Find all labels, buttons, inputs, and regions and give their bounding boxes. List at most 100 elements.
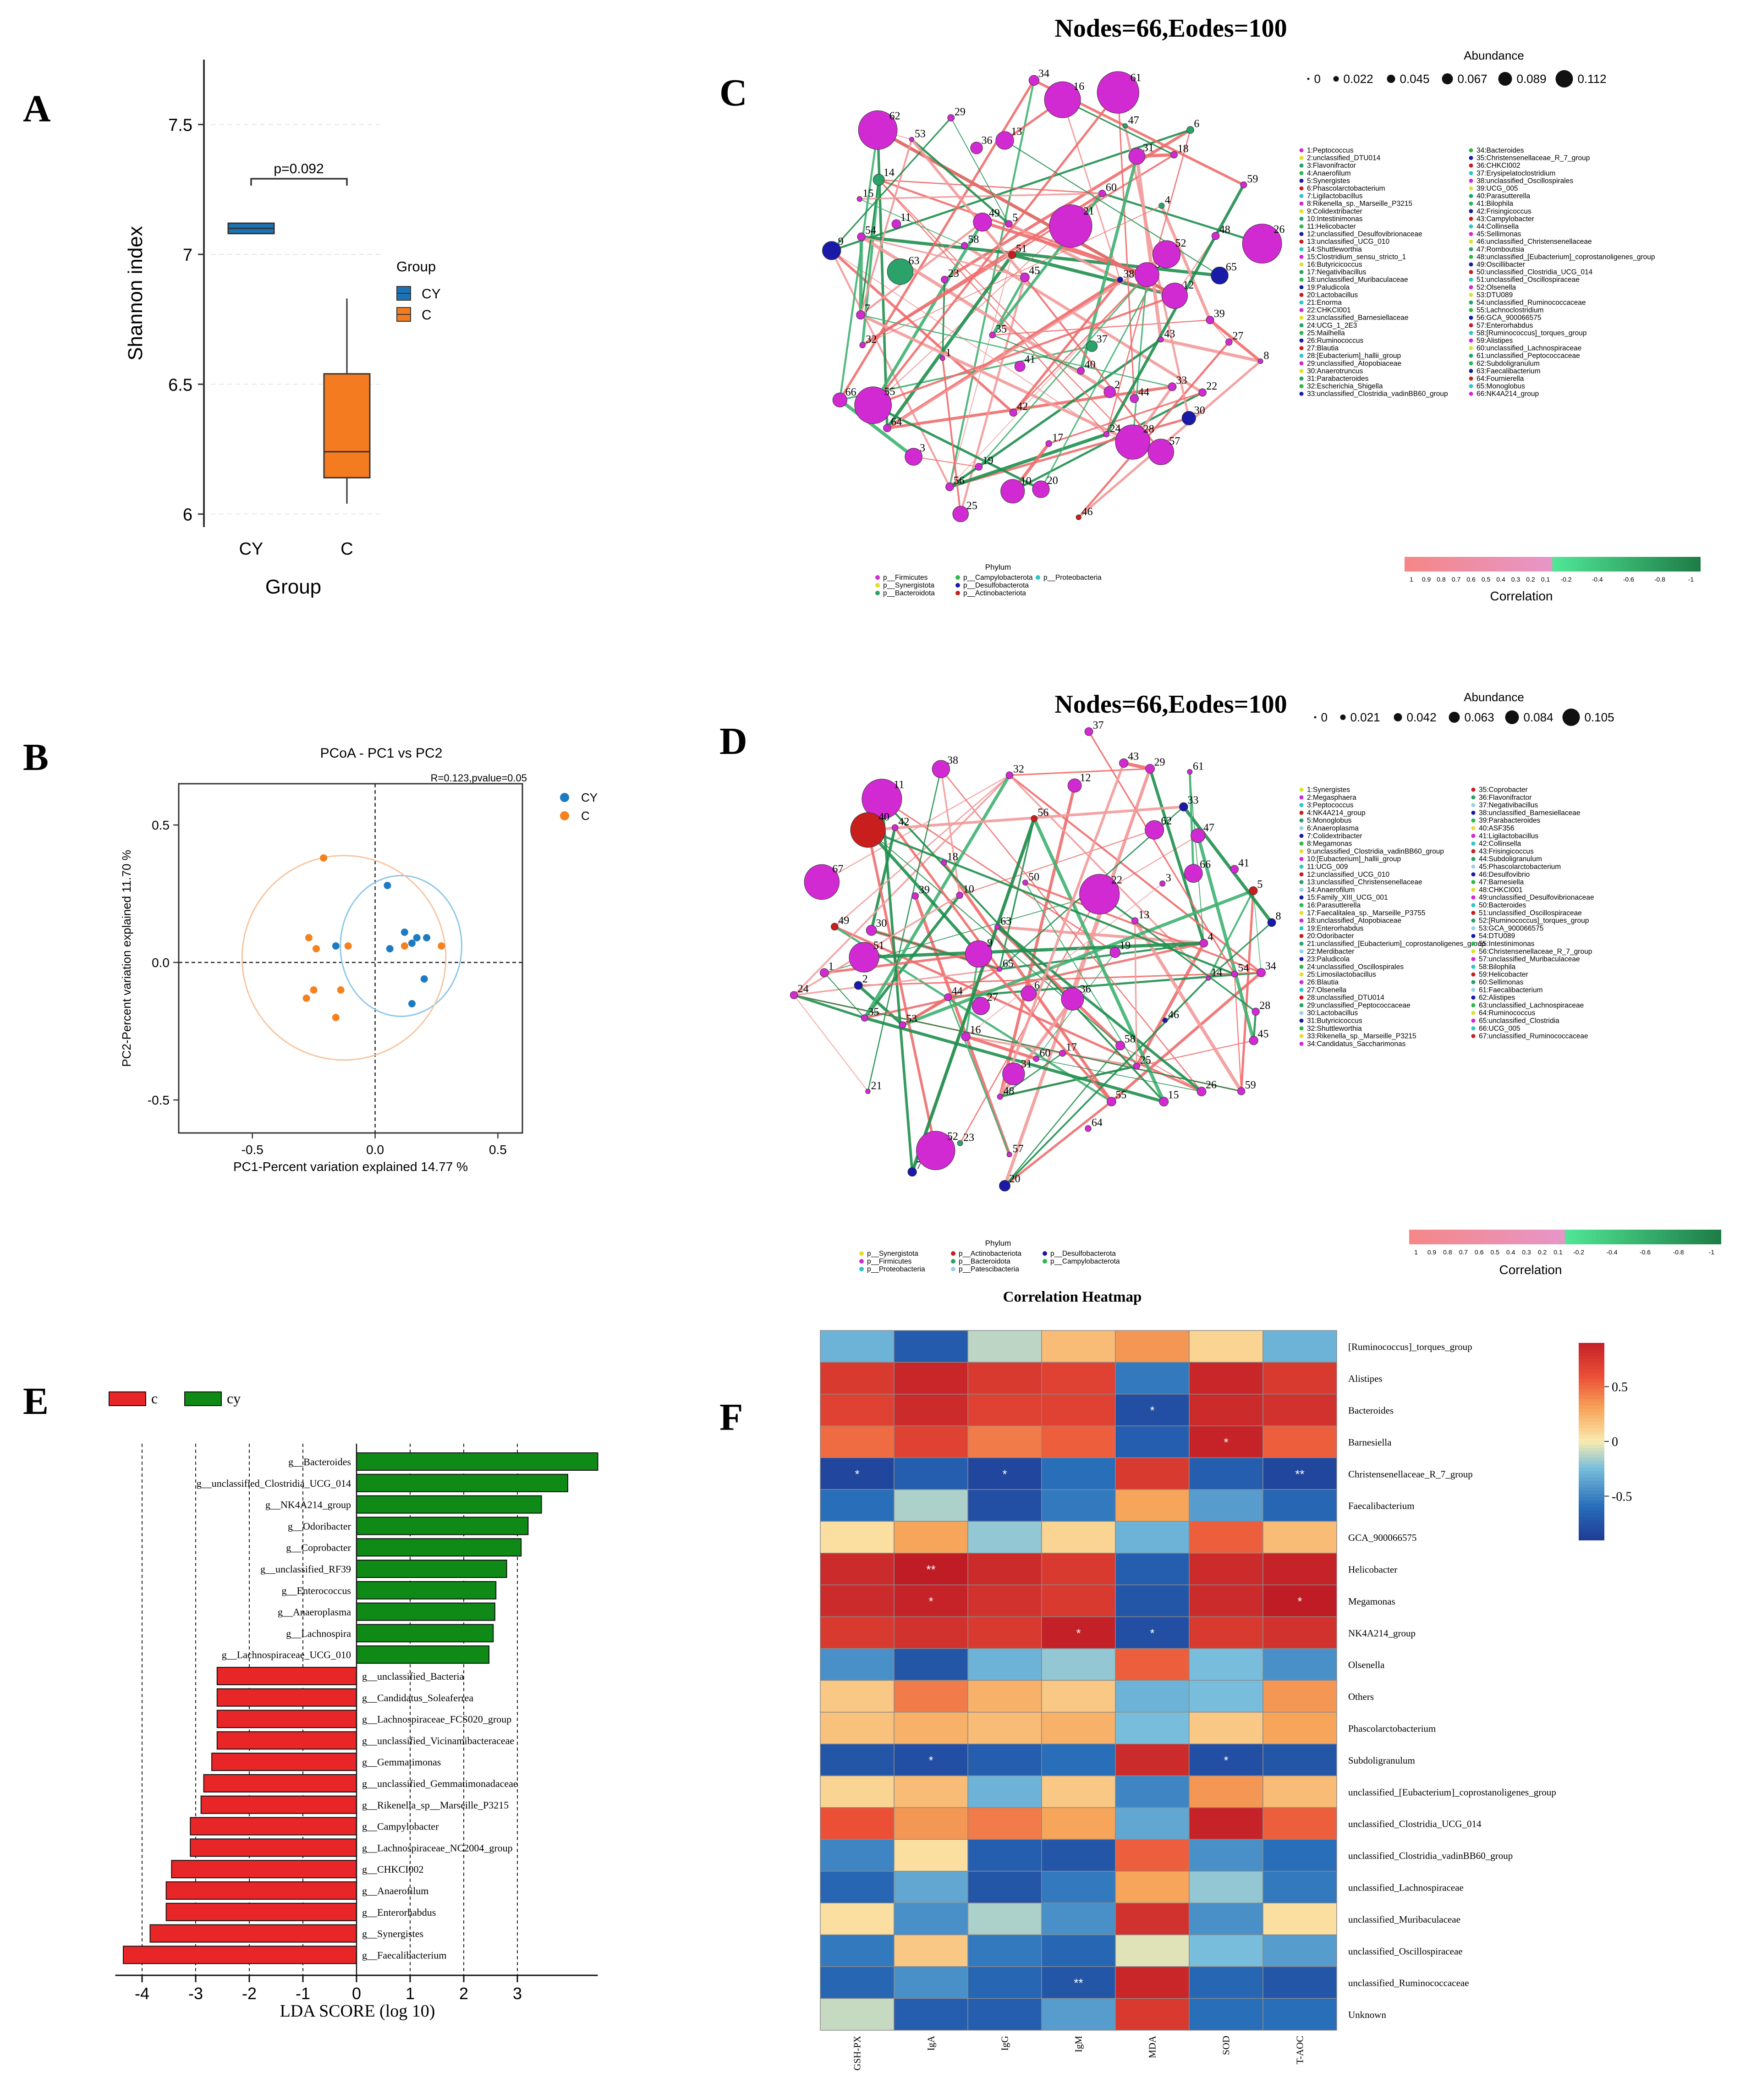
c-taxa-dot	[1299, 148, 1304, 153]
c-taxa-dot	[1299, 201, 1304, 206]
d-taxa-dot	[1299, 1018, 1304, 1023]
d-taxa-dot	[1471, 826, 1476, 830]
f-cell	[894, 1330, 968, 1363]
b-point-c	[313, 945, 320, 952]
d-colorbar-cell-neg	[1592, 1230, 1597, 1244]
f-cell	[820, 1521, 895, 1554]
c-phylum-label: p__Bacteroidota	[883, 589, 935, 597]
d-node	[999, 1180, 1010, 1192]
c-node-label: 30	[1194, 405, 1205, 417]
f-cell	[967, 1680, 1042, 1713]
c-colorbar-cell-neg	[1633, 557, 1638, 572]
f-cell	[967, 1616, 1042, 1649]
f-colorbar-cell	[1579, 1497, 1604, 1501]
c-colorbar-cell-pos	[1471, 557, 1476, 572]
f-colorbar-cell	[1579, 1369, 1604, 1373]
d-colorbar-cell-neg	[1639, 1230, 1643, 1244]
c-colorbar-cell-pos	[1489, 557, 1494, 572]
f-row-label: Alistipes	[1348, 1373, 1383, 1384]
c-phylum-dot	[955, 591, 960, 595]
e-bar-label: g__Campylobacter	[362, 1821, 439, 1832]
c-edge	[1062, 99, 1175, 156]
d-colorbar-cell-pos	[1530, 1230, 1534, 1244]
d-taxa-dot	[1299, 841, 1304, 846]
d-taxa-label: 48:CHKCI001	[1479, 886, 1523, 894]
f-colorbar-cell	[1579, 1435, 1604, 1439]
c-node	[947, 114, 955, 121]
c-colorbar-cell-neg	[1608, 557, 1612, 572]
f-cell	[1041, 1489, 1116, 1522]
d-colorbar-cell-neg	[1600, 1230, 1604, 1244]
d-taxa-label: 45:Phascolarctobacterium	[1479, 863, 1561, 871]
c-node	[859, 342, 866, 348]
d-colorbar-cell-pos	[1448, 1230, 1453, 1244]
d-node	[997, 966, 1002, 972]
c-taxa-label: 19:Paludicola	[1307, 284, 1350, 291]
f-cell	[894, 1394, 968, 1426]
f-cell	[894, 1807, 968, 1840]
c-phylum-label: p__Actinobacteriota	[963, 589, 1026, 597]
a-ytick-label: 6	[183, 506, 192, 525]
d-node-label: 24	[798, 983, 809, 995]
panel-e-lda: c cy g__Bacteroides g__unclassified_Clostr…	[109, 1390, 598, 2021]
d-abundance-label: 0.021	[1350, 710, 1380, 724]
d-node-label: 65	[1003, 958, 1014, 970]
d-edge	[999, 762, 1125, 1097]
c-node	[1103, 386, 1116, 398]
d-node	[819, 968, 829, 978]
c-node	[887, 258, 914, 285]
f-cell	[1262, 1521, 1337, 1554]
c-colorbar-cell-neg	[1645, 557, 1649, 572]
f-cell	[1115, 1902, 1190, 1935]
f-cell	[967, 1362, 1042, 1395]
f-cell	[1262, 1775, 1337, 1808]
d-colorbar-cell-pos	[1456, 1230, 1460, 1244]
d-taxa-dot	[1299, 972, 1304, 977]
d-colorbar-cell-pos	[1464, 1230, 1468, 1244]
f-cell	[820, 1394, 895, 1426]
f-colorbar-cell	[1579, 1405, 1604, 1409]
f-cell	[1262, 1553, 1337, 1585]
c-node	[1009, 408, 1017, 417]
d-node	[1145, 764, 1155, 774]
e-bar-label: g__Anaeroplasma	[278, 1606, 351, 1618]
d-colorbar-cell-neg	[1658, 1230, 1663, 1244]
c-colorbar-cell-neg	[1552, 557, 1557, 572]
c-colorbar-cell-neg	[1563, 557, 1568, 572]
c-node	[1225, 338, 1233, 346]
c-node	[1000, 479, 1025, 504]
c-node-label: 62	[889, 110, 900, 122]
c-colorbar-cell-pos	[1486, 557, 1490, 572]
c-colorbar-cell-neg	[1670, 557, 1675, 572]
c-node-label: 56	[954, 475, 965, 487]
f-cell	[1262, 1712, 1337, 1744]
d-edge	[911, 818, 1036, 1173]
f-cell	[1262, 1934, 1337, 1967]
c-taxa-label: 9:Colidextribacter	[1307, 208, 1362, 215]
f-colorbar-cell	[1579, 1484, 1604, 1488]
c-taxa-dot	[1299, 361, 1304, 366]
c-colorbar-cell-pos	[1405, 557, 1409, 572]
c-taxa-dot	[1469, 338, 1473, 343]
e-bar	[356, 1645, 489, 1664]
c-edge	[878, 179, 1133, 443]
d-edge	[867, 829, 1235, 975]
f-column-label: T-AOC	[1295, 2036, 1306, 2064]
c-colorbar-cell-pos	[1504, 557, 1509, 572]
d-colorbar-cell-neg	[1623, 1230, 1628, 1244]
d-edge	[821, 775, 1010, 883]
f-colorbar-cell	[1579, 1428, 1604, 1432]
b-ellipse-c	[241, 855, 447, 1061]
c-node-label: 23	[948, 268, 959, 280]
c-node	[1186, 126, 1194, 134]
c-colorbar-cell-pos	[1508, 557, 1512, 572]
d-node-label: 59	[1245, 1079, 1256, 1091]
c-abundance-label: 0.045	[1400, 72, 1430, 86]
d-taxa-label: 24:unclassified_Oscillospirales	[1307, 963, 1404, 971]
c-node-label: 12	[1183, 279, 1194, 291]
f-row-label: Faecalibacterium	[1348, 1501, 1415, 1512]
c-phylum-label: p__Desulfobacterota	[963, 582, 1029, 589]
d-taxa-dot	[1471, 980, 1476, 984]
c-taxa-dot	[1299, 239, 1304, 244]
c-taxa-label: 17:Negativibacillus	[1307, 269, 1366, 276]
